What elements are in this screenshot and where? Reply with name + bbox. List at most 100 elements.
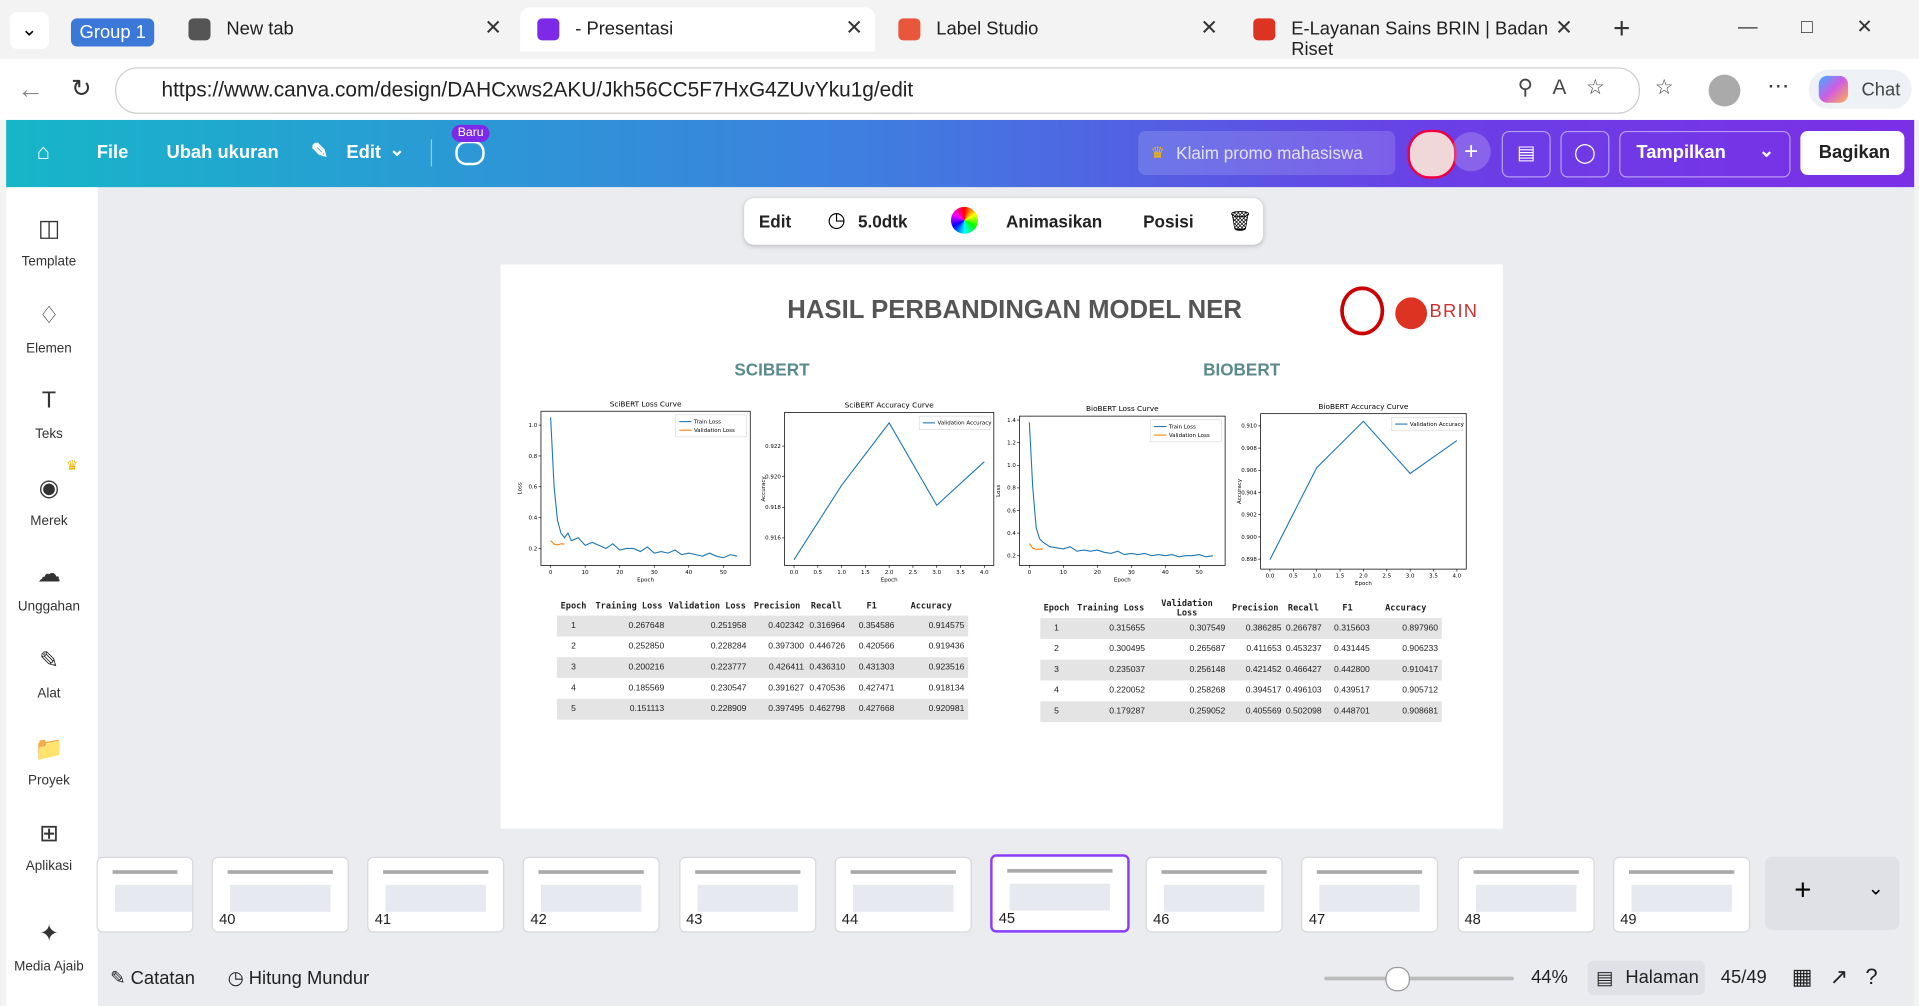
window-controls[interactable]: — □ ✕ (1737, 17, 1873, 38)
sidebar-label[interactable]: Merek (30, 513, 68, 529)
page-thumbnail[interactable]: 42 (523, 856, 661, 933)
tab-group[interactable]: Group 1 (70, 18, 155, 47)
back-button[interactable]: ← (17, 73, 45, 105)
page-number: 41 (374, 910, 392, 928)
sidebar-label[interactable]: Alat (37, 686, 61, 702)
address-icons[interactable]: ⚲A☆ (1517, 75, 1625, 100)
insights-button[interactable]: ▤ (1501, 130, 1551, 178)
promo-button[interactable] (1138, 130, 1396, 176)
tab-title[interactable]: E-Layanan Sains BRIN | Badan Riset (1291, 18, 1549, 60)
sidebar-label[interactable]: Media Ajaib (14, 959, 84, 975)
timer-button[interactable]: ◷ Hitung Mundur (227, 968, 370, 989)
add-page-button[interactable] (1764, 856, 1900, 931)
zoom-handle[interactable] (1385, 966, 1410, 992)
view-button[interactable] (1587, 960, 1705, 996)
page-thumbnail[interactable]: 45 (990, 854, 1130, 933)
share-label[interactable]: Bagikan (1818, 141, 1891, 163)
browser-tab[interactable]: - Presentasi ✕ (520, 7, 876, 52)
share-button[interactable] (1800, 130, 1905, 176)
sidebar-icon[interactable]: ⊞ (39, 821, 59, 848)
zoom-value[interactable]: 44% (1531, 966, 1568, 988)
browser-tab[interactable]: Label Studio ✕ (881, 7, 1230, 51)
tab-title[interactable]: Label Studio (936, 18, 1039, 40)
page-thumbnail[interactable] (96, 856, 194, 933)
view-icon: ▤ (1595, 968, 1614, 989)
view-label[interactable]: Halaman (1625, 966, 1699, 988)
more-button[interactable]: ⋯ (1767, 73, 1790, 98)
delete-button[interactable]: 🗑 (1227, 211, 1253, 233)
menu-item[interactable]: File (96, 141, 129, 163)
element-toolbar-item[interactable]: 5.0dtk (857, 211, 908, 232)
thumbnail-toggle[interactable]: ⌄ (1867, 878, 1885, 900)
sidebar-icon[interactable]: 📁 (34, 736, 64, 762)
profile-avatar[interactable] (1708, 74, 1741, 107)
browser-tab[interactable]: New tab ✕ (171, 7, 514, 51)
page-thumbnail[interactable]: 41 (367, 856, 505, 933)
timer-label[interactable]: Hitung Mundur (248, 968, 370, 989)
sidebar-label[interactable]: Elemen (26, 340, 72, 356)
tab-icon (188, 18, 211, 41)
page-thumbnail[interactable]: 48 (1457, 856, 1595, 933)
chat-label[interactable]: Chat (1861, 79, 1901, 101)
sidebar-icon[interactable]: T (41, 388, 57, 414)
comments-button[interactable]: ◯ (1560, 130, 1610, 178)
sidebar-label[interactable]: Teks (35, 427, 63, 443)
color-button[interactable] (950, 206, 978, 234)
invite-button[interactable]: + (1451, 132, 1491, 172)
notes-button[interactable]: ✎ Catatan (110, 968, 195, 989)
new-badge: Baru (451, 124, 490, 142)
element-toolbar-item[interactable]: Animasikan (1006, 211, 1103, 232)
footer-icons[interactable]: ▦↗? (1791, 964, 1895, 989)
url[interactable]: https://www.canva.com/design/DAHCxws2AKU… (161, 78, 914, 102)
present-dropdown[interactable]: ⌄ (1758, 140, 1775, 162)
sidebar-label[interactable]: Aplikasi (25, 859, 73, 875)
page-number: 45 (998, 909, 1016, 927)
tab-menu[interactable]: ⌄ (9, 12, 49, 49)
user-avatar[interactable] (1407, 129, 1457, 179)
sidebar-icon[interactable]: ✎ (39, 648, 59, 675)
table-cell: 0.179287 (1109, 707, 1146, 716)
present-label[interactable]: Tampilkan (1636, 141, 1726, 163)
browser-tab[interactable]: E-Layanan Sains BRIN | Badan Riset ✕ (1236, 7, 1585, 60)
sidebar-icon[interactable]: ♢ (38, 303, 60, 329)
tab-title[interactable]: - Presentasi (575, 18, 674, 40)
address-bar[interactable] (115, 67, 1641, 114)
present-button[interactable] (1619, 130, 1791, 178)
page-thumbnail[interactable]: 49 (1612, 856, 1750, 933)
sidebar-icon[interactable]: ✦ (39, 921, 59, 948)
tab-title[interactable]: New tab (226, 18, 294, 40)
sidebar-label[interactable]: Unggahan (17, 600, 81, 615)
table-row: 4 0.185569 0.230547 0.391627 0.470536 0.42747… (557, 678, 968, 699)
zoom-slider[interactable] (1324, 976, 1514, 981)
tab-icon (898, 18, 921, 41)
sidebar-icon[interactable]: ☁ (37, 562, 61, 588)
notes-label[interactable]: Catatan (130, 968, 195, 989)
page-thumbnail[interactable]: 40 (211, 856, 349, 933)
reload-button[interactable]: ↻ (70, 75, 92, 103)
new-tab-button[interactable]: + (1613, 12, 1631, 46)
column-header: Accuracy (1385, 602, 1427, 613)
tab-close[interactable]: ✕ (1200, 15, 1218, 40)
sidebar-label[interactable]: Proyek (27, 773, 70, 788)
column-header: Training Loss (1077, 602, 1145, 613)
promo-label[interactable]: Klaim promo mahasiswa (1176, 143, 1363, 163)
sidebar-icon[interactable]: ◉ (38, 475, 60, 502)
tab-close[interactable]: ✕ (1555, 15, 1573, 40)
page-thumbnail[interactable]: 46 (1145, 856, 1283, 933)
menu-item[interactable]: Ubah ukuran (166, 141, 279, 163)
page-thumbnail[interactable]: 44 (834, 856, 972, 933)
sidebar-label[interactable]: Template (21, 254, 77, 270)
page-thumbnail[interactable]: 47 (1301, 856, 1439, 933)
favorites-button[interactable]: ☆ (1654, 75, 1674, 100)
column-header: Epoch (560, 600, 587, 611)
home-button[interactable]: ⌂ (36, 139, 51, 165)
tab-close[interactable]: ✕ (484, 15, 502, 40)
save-status-icon[interactable] (455, 140, 485, 166)
element-toolbar-item[interactable]: Edit (758, 211, 792, 232)
element-toolbar-item[interactable]: Posisi (1143, 211, 1194, 232)
menu-item[interactable]: Edit (346, 141, 382, 163)
sidebar-icon[interactable]: ◫ (37, 216, 60, 243)
edit-dropdown[interactable]: ⌄ (389, 139, 405, 161)
tab-close[interactable]: ✕ (845, 15, 863, 40)
page-thumbnail[interactable]: 43 (678, 856, 816, 933)
